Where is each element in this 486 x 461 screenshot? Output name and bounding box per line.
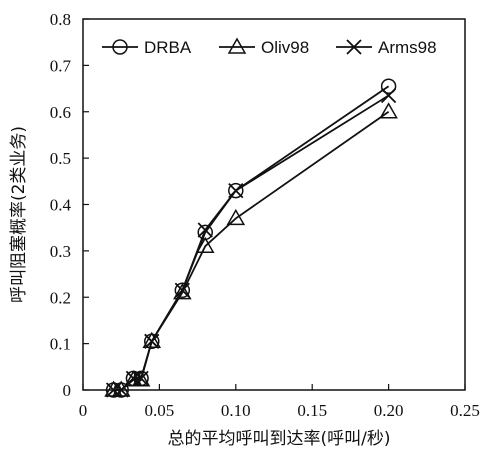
x-marker bbox=[144, 333, 160, 349]
legend-item-drba: DRBA bbox=[102, 38, 192, 57]
legend-label: Arms98 bbox=[378, 38, 437, 57]
triangle-marker bbox=[111, 380, 131, 397]
x-marker bbox=[105, 382, 122, 398]
triangle-marker bbox=[173, 283, 192, 300]
y-tick-label: 0.7 bbox=[50, 56, 72, 75]
legend-label: Oliv98 bbox=[261, 38, 309, 57]
triangle-marker bbox=[379, 102, 398, 119]
plot-border bbox=[82, 18, 466, 391]
x-marker bbox=[346, 39, 362, 55]
y-axis-label: 呼叫阻塞概率(2类业务) bbox=[9, 126, 29, 303]
y-tick-label: 0 bbox=[63, 381, 72, 400]
x-tick-label: 0.15 bbox=[297, 401, 327, 420]
circle-marker bbox=[112, 39, 128, 55]
x-marker bbox=[197, 222, 213, 238]
triangle-marker bbox=[142, 331, 162, 349]
y-tick-label: 0.3 bbox=[50, 242, 71, 261]
series-arms98 bbox=[105, 87, 397, 398]
circle-marker bbox=[228, 182, 244, 199]
legend-label: DRBA bbox=[144, 38, 192, 57]
triangle-marker bbox=[195, 236, 215, 253]
x-tick-label: 0.05 bbox=[145, 401, 175, 420]
y-tick-label: 0.1 bbox=[50, 335, 71, 354]
legend-item-oliv98: Oliv98 bbox=[219, 37, 309, 57]
triangle-marker bbox=[226, 208, 246, 226]
circle-marker bbox=[380, 78, 397, 94]
x-tick-label: 0.20 bbox=[374, 401, 404, 420]
triangle-marker bbox=[227, 37, 247, 54]
x-axis-label: 总的平均呼叫到达率(呼叫/秒) bbox=[168, 429, 391, 449]
y-tick-label: 0.2 bbox=[50, 288, 71, 307]
x-marker bbox=[113, 382, 129, 398]
x-marker bbox=[174, 282, 190, 298]
x-marker bbox=[133, 370, 149, 387]
axis-ticks: 0 0.05 0.10 0.15 0.20 0.25 0 0.1 0.2 0.3 0.4 0.5 0.6… bbox=[50, 10, 480, 420]
x-tick-label: 0.10 bbox=[221, 401, 251, 420]
plot-frame bbox=[82, 18, 466, 391]
y-tick-label: 0.8 bbox=[50, 10, 71, 29]
x-tick-label: 0.25 bbox=[450, 401, 480, 420]
x-marker bbox=[125, 370, 142, 387]
legend-item-arms98: Arms98 bbox=[336, 38, 437, 57]
x-marker bbox=[228, 182, 244, 199]
x-marker bbox=[380, 87, 397, 104]
legend: DRBA Oliv98 Arms98 bbox=[102, 37, 437, 57]
series-group bbox=[104, 78, 398, 398]
y-tick-label: 0.6 bbox=[50, 103, 71, 122]
x-tick-label: 0 bbox=[79, 401, 88, 420]
y-tick-label: 0.5 bbox=[50, 149, 71, 168]
y-tick-label: 0.4 bbox=[50, 196, 72, 215]
